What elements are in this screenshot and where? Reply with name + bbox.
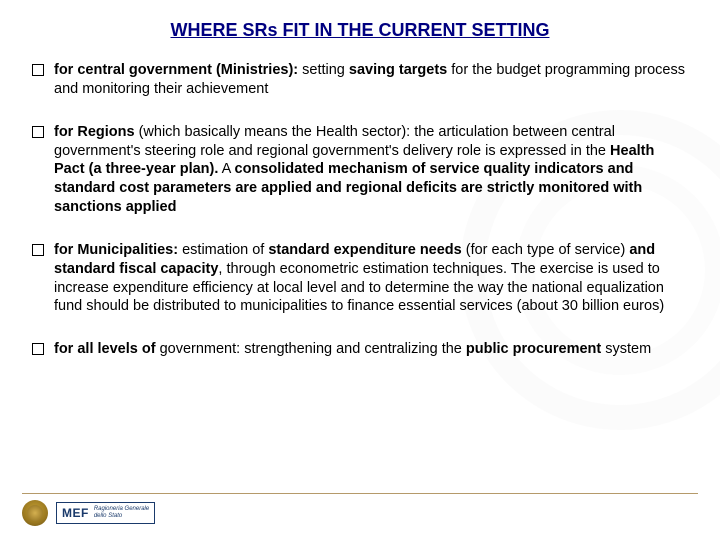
square-bullet-icon	[32, 64, 44, 76]
square-bullet-icon	[32, 244, 44, 256]
bullet-text: for Municipalities: estimation of standa…	[54, 241, 688, 316]
list-item: for central government (Ministries): set…	[32, 61, 688, 99]
bullet-text: for central government (Ministries): set…	[54, 61, 688, 99]
mef-logo: MEF Ragioneria Generale dello Stato	[56, 502, 155, 524]
list-item: for Municipalities: estimation of standa…	[32, 241, 688, 316]
bullet-list: for central government (Ministries): set…	[32, 61, 688, 359]
list-item: for Regions (which basically means the H…	[32, 123, 688, 217]
slide-content: WHERE SRs FIT IN THE CURRENT SETTING for…	[0, 0, 720, 359]
bullet-text: for all levels of government: strengthen…	[54, 340, 688, 359]
italy-emblem-icon	[22, 500, 48, 526]
bullet-text: for Regions (which basically means the H…	[54, 123, 688, 217]
footer-logos: MEF Ragioneria Generale dello Stato	[22, 500, 698, 526]
slide-footer: MEF Ragioneria Generale dello Stato	[0, 493, 720, 526]
slide-title: WHERE SRs FIT IN THE CURRENT SETTING	[32, 20, 688, 41]
square-bullet-icon	[32, 343, 44, 355]
list-item: for all levels of government: strengthen…	[32, 340, 688, 359]
footer-divider	[22, 493, 698, 494]
mef-subtitle: Ragioneria Generale dello Stato	[94, 506, 149, 519]
square-bullet-icon	[32, 126, 44, 138]
mef-label: MEF	[62, 506, 89, 520]
